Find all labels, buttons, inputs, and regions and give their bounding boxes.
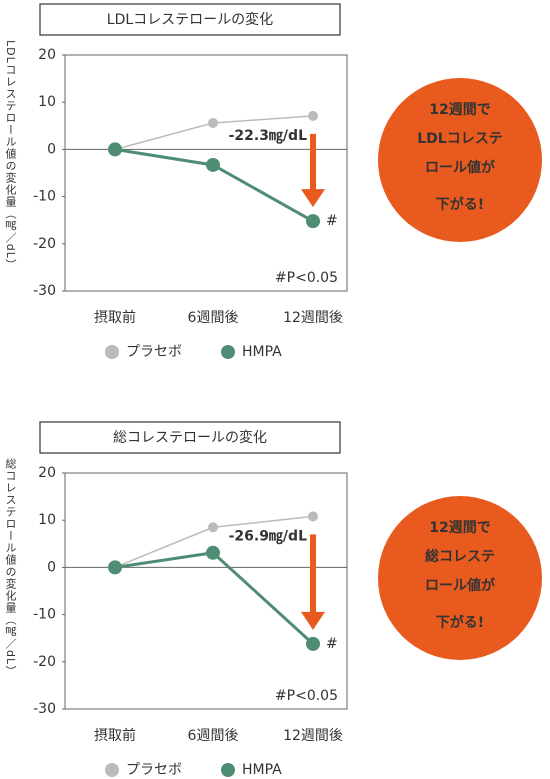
plot-frame <box>64 472 348 710</box>
point <box>108 142 122 157</box>
arrow-head <box>301 189 325 208</box>
callout-badge <box>378 78 542 242</box>
callout-text: 12週間で <box>429 520 490 536</box>
legend-label: プラセボ <box>126 344 182 360</box>
y-tick-label: -20 <box>33 236 56 252</box>
y-tick-label: -10 <box>33 607 56 623</box>
legend-label: HMPA <box>242 344 282 360</box>
chart-title: LDLコレステロールの変化 <box>107 11 273 28</box>
x-tick-label: 摂取前 <box>94 309 136 326</box>
chart-title: 総コレステロールの変化 <box>113 429 267 446</box>
callout-text: 12週間で <box>429 102 490 118</box>
annotation: -22.3㎎/dL <box>229 128 307 145</box>
title-box <box>39 421 341 454</box>
point <box>206 157 220 172</box>
x-tick-label: 12週間後 <box>283 728 343 744</box>
y-tick-label: 10 <box>38 512 56 528</box>
legend-swatch <box>105 763 119 777</box>
legend-swatch <box>105 345 119 359</box>
annotation: -26.9㎎/dL <box>229 528 307 545</box>
y-tick-label: 0 <box>47 559 56 575</box>
point <box>306 214 320 229</box>
title-box <box>39 3 341 36</box>
callout-text: 総コレステ <box>425 548 495 565</box>
x-tick-label: 6週間後 <box>188 310 239 326</box>
y-tick-label: -20 <box>33 654 56 670</box>
y-axis-label: LDLコレステロール値の変化量（㎎／dL） <box>4 40 17 271</box>
callout-text: 下がる! <box>436 614 484 631</box>
series-line <box>114 551 315 645</box>
note: #P<0.05 <box>275 688 338 704</box>
y-axis-label: 総コレステロール値の変化量（㎎／dL） <box>4 457 17 677</box>
legend-swatch <box>221 345 235 359</box>
y-tick-label: -10 <box>33 189 56 205</box>
callout-text: ロール値が <box>425 159 496 176</box>
callout-badge <box>378 496 542 660</box>
note: #P<0.05 <box>275 270 338 286</box>
y-tick-label: 0 <box>47 141 56 157</box>
y-tick-label: 20 <box>38 465 56 481</box>
marker-label: # <box>326 636 338 652</box>
y-tick-label: -30 <box>33 701 56 717</box>
callout-text: 下がる! <box>436 196 484 213</box>
plot-frame <box>64 54 348 292</box>
y-tick-label: 20 <box>38 47 56 63</box>
point <box>208 522 218 533</box>
point <box>308 110 318 121</box>
legend-label: プラセボ <box>126 762 182 778</box>
point <box>108 560 122 575</box>
point <box>306 636 320 651</box>
legend-label: HMPA <box>242 762 282 778</box>
point <box>308 511 318 522</box>
y-tick-label: -30 <box>33 283 56 299</box>
legend-swatch <box>221 763 235 777</box>
x-tick-label: 12週間後 <box>283 310 343 326</box>
y-tick-label: 10 <box>38 94 56 110</box>
marker-label: # <box>326 213 338 229</box>
arrow-head <box>301 611 325 630</box>
point <box>208 117 218 128</box>
point <box>206 545 220 560</box>
x-tick-label: 6週間後 <box>188 728 239 744</box>
x-tick-label: 摂取前 <box>94 727 136 744</box>
callout-text: ロール値が <box>425 577 496 594</box>
callout-text: LDLコレステ <box>417 131 502 147</box>
